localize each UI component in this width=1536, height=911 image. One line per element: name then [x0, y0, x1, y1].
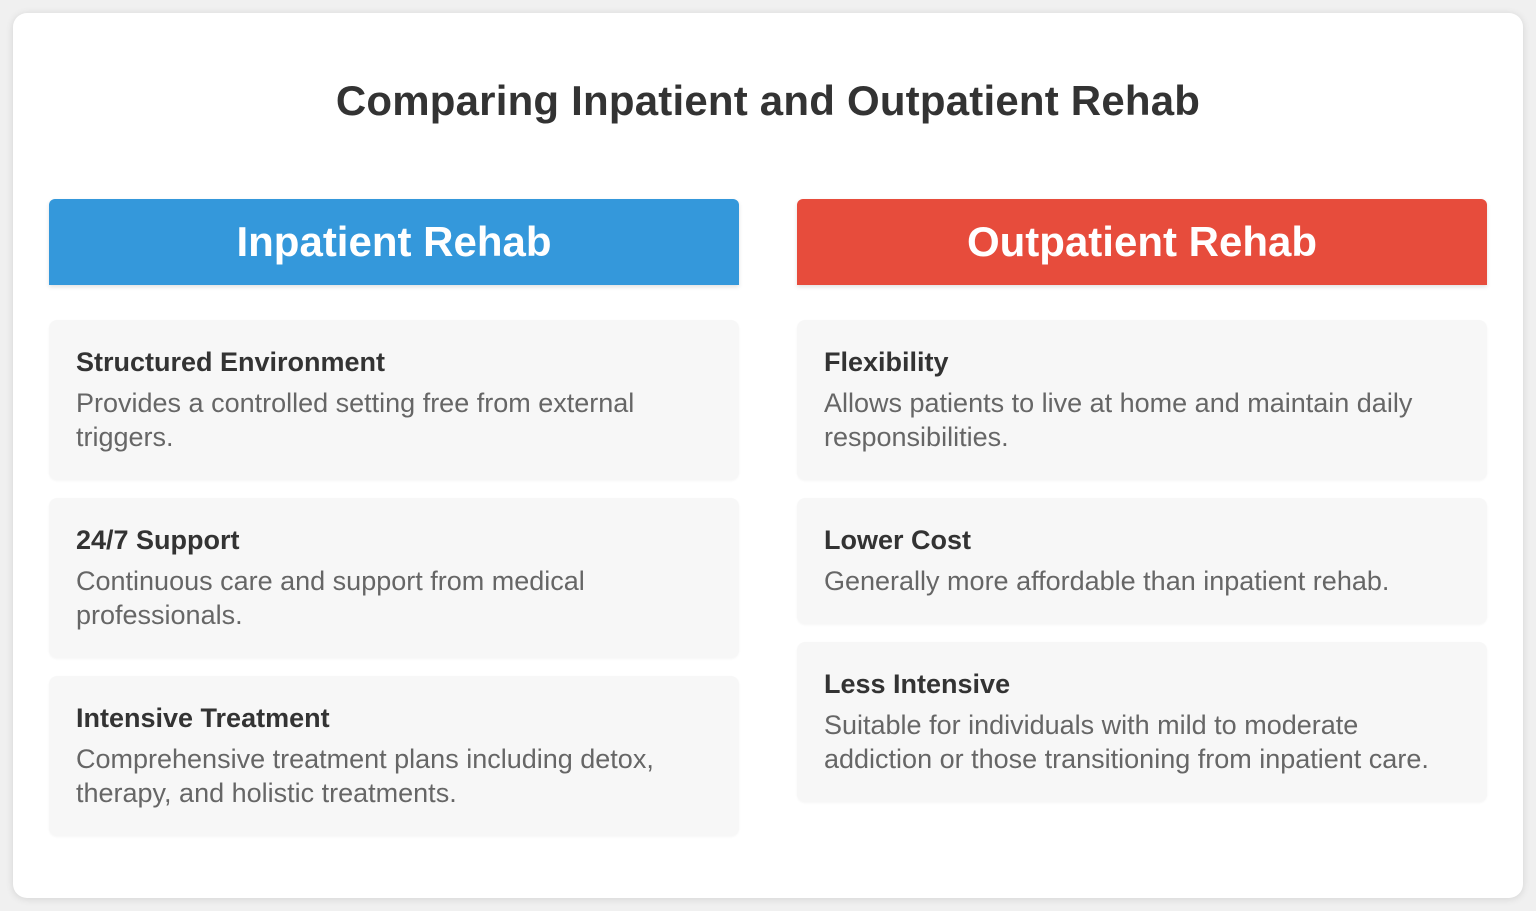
- item-description: Provides a controlled setting free from …: [76, 388, 635, 452]
- inpatient-header: Inpatient Rehab: [49, 199, 739, 285]
- list-item: Lower Cost Generally more affordable tha…: [797, 498, 1487, 624]
- outpatient-column: Outpatient Rehab Flexibility Allows pati…: [797, 199, 1487, 820]
- item-description: Comprehensive treatment plans including …: [76, 744, 654, 808]
- list-item: Less Intensive Suitable for individuals …: [797, 642, 1487, 802]
- item-title: Lower Cost: [824, 525, 972, 555]
- item-title: 24/7 Support: [76, 525, 240, 555]
- item-title: Structured Environment: [76, 347, 386, 377]
- list-item: Structured Environment Provides a contro…: [49, 320, 739, 480]
- item-title: Less Intensive: [824, 669, 1011, 699]
- inpatient-items: Structured Environment Provides a contro…: [49, 320, 739, 836]
- outpatient-header: Outpatient Rehab: [797, 199, 1487, 285]
- item-description: Generally more affordable than inpatient…: [824, 566, 1390, 596]
- list-item: Intensive Treatment Comprehensive treatm…: [49, 676, 739, 836]
- list-item: Flexibility Allows patients to live at h…: [797, 320, 1487, 480]
- outpatient-items: Flexibility Allows patients to live at h…: [797, 320, 1487, 802]
- page-title: Comparing Inpatient and Outpatient Rehab: [335, 77, 1201, 124]
- item-description: Continuous care and support from medical…: [76, 566, 585, 630]
- item-title: Flexibility: [824, 347, 949, 377]
- item-description: Allows patients to live at home and main…: [824, 388, 1413, 452]
- inpatient-column: Inpatient Rehab Structured Environment P…: [49, 199, 739, 854]
- item-description: Suitable for individuals with mild to mo…: [824, 710, 1429, 774]
- list-item: 24/7 Support Continuous care and support…: [49, 498, 739, 658]
- item-title: Intensive Treatment: [76, 703, 330, 733]
